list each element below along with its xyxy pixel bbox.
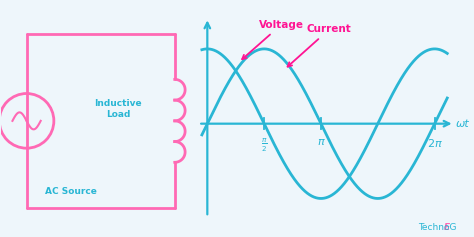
Text: Inductive
Load: Inductive Load xyxy=(94,99,142,119)
Text: TechnoG: TechnoG xyxy=(419,223,457,232)
Text: AC Source: AC Source xyxy=(46,187,97,196)
Text: E: E xyxy=(444,223,450,232)
